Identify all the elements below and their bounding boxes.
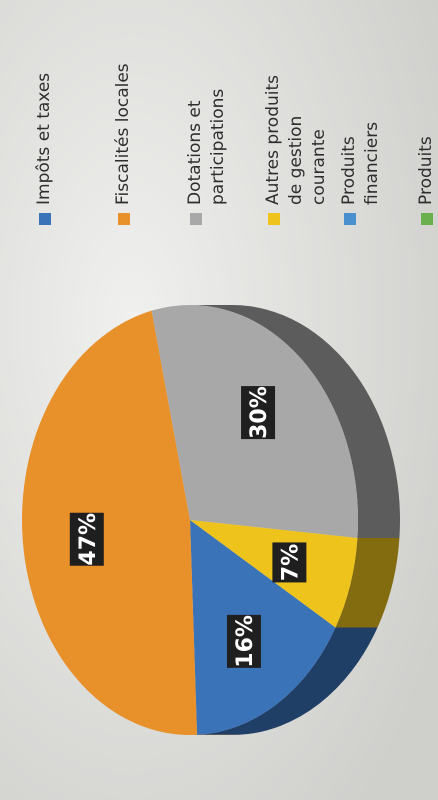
legend-swatch [421, 213, 433, 225]
legend-label: Dotations et participations [185, 88, 228, 205]
legend-swatch [39, 213, 51, 225]
legend-label: Fiscalités locales [113, 63, 133, 205]
pie-slice [22, 310, 198, 735]
legend-label: Produits spécifiques [416, 136, 436, 205]
data-label: 47% [76, 513, 101, 566]
legend-swatch [344, 213, 356, 225]
legend-item-financiers: Produits financiers [338, 55, 384, 225]
legend-swatch [118, 213, 130, 225]
data-label: 16% [233, 615, 258, 668]
legend-item-autres: Autres produits de gestion courante [262, 55, 331, 225]
legend-label: Produits financiers [339, 121, 382, 205]
legend-item-specifiques: Produits spécifiques [415, 55, 438, 225]
data-label: 30% [247, 386, 272, 439]
pie-slice [190, 520, 336, 735]
legend-label: Impôts et taxes [34, 72, 54, 205]
pie-side-wall [335, 537, 400, 628]
legend-swatch [268, 213, 280, 225]
data-label-box [226, 614, 261, 668]
data-label-box [241, 386, 276, 440]
legend-item-dotations: Dotations et participations [184, 55, 230, 225]
legend-label: Autres produits de gestion courante [263, 74, 329, 205]
data-label-box [272, 542, 307, 583]
data-label-box [69, 512, 104, 566]
data-label: 7% [278, 544, 303, 581]
legend-swatch [190, 213, 202, 225]
legend-item-fiscalites: Fiscalités locales [112, 55, 135, 225]
pie-side-wall [190, 305, 400, 538]
legend-item-impots: Impôts et taxes [33, 55, 56, 225]
pie-side-wall [197, 627, 378, 735]
